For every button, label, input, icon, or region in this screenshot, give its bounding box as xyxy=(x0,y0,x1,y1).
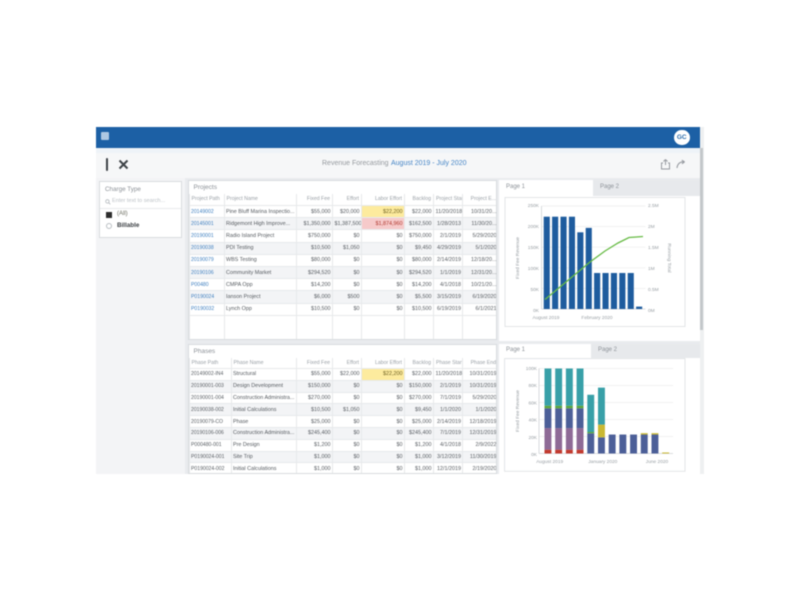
svg-text:0M: 0M xyxy=(648,308,655,314)
svg-text:50K: 50K xyxy=(530,287,539,293)
svg-text:1.5M: 1.5M xyxy=(648,245,659,251)
svg-text:100K: 100K xyxy=(526,366,538,372)
svg-text:2M: 2M xyxy=(648,224,655,230)
svg-text:January 2020: January 2020 xyxy=(588,459,617,465)
svg-text:150K: 150K xyxy=(528,245,540,251)
svg-text:250K: 250K xyxy=(528,203,540,209)
svg-text:200K: 200K xyxy=(528,224,540,230)
svg-text:February 2020: February 2020 xyxy=(581,315,613,321)
svg-text:80K: 80K xyxy=(528,383,537,389)
svg-text:August 2019: August 2019 xyxy=(533,315,560,321)
svg-text:June 2020: June 2020 xyxy=(646,459,669,465)
svg-text:0K: 0K xyxy=(533,308,540,314)
svg-text:Running Total: Running Total xyxy=(666,243,672,272)
svg-text:2.5M: 2.5M xyxy=(648,203,659,209)
svg-text:August 2019: August 2019 xyxy=(536,459,563,465)
svg-text:40K: 40K xyxy=(528,418,537,424)
svg-text:Fixed Fee Revenue: Fixed Fee Revenue xyxy=(515,390,521,432)
svg-text:60K: 60K xyxy=(528,400,537,406)
svg-text:100K: 100K xyxy=(528,266,540,272)
svg-text:Fixed Fee Revenue: Fixed Fee Revenue xyxy=(515,237,521,279)
svg-text:1M: 1M xyxy=(648,266,655,272)
svg-text:20K: 20K xyxy=(528,435,537,441)
svg-text:0.5M: 0.5M xyxy=(648,287,659,293)
svg-text:0K: 0K xyxy=(531,452,538,458)
